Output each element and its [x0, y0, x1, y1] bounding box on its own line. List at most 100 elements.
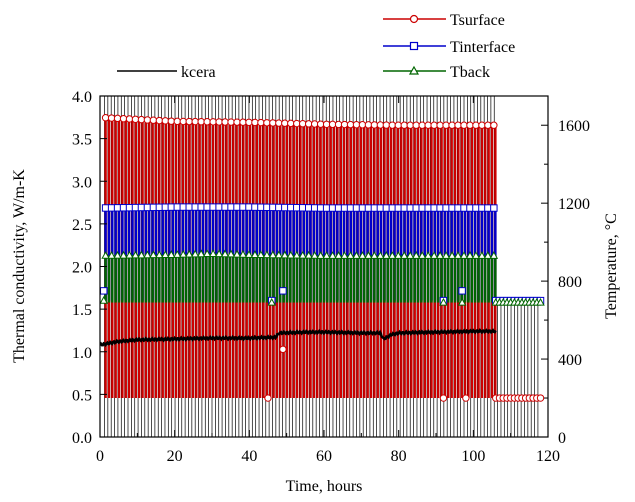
marker [279, 345, 287, 354]
marker [454, 204, 462, 212]
marker [221, 118, 229, 126]
marker [264, 394, 272, 402]
marker [346, 204, 355, 212]
marker [364, 204, 373, 212]
marker [208, 249, 218, 257]
marker [471, 251, 481, 259]
marker [316, 204, 325, 212]
marker [203, 203, 211, 211]
x-tick-label: 40 [241, 448, 257, 465]
marker [382, 251, 391, 259]
y-left-tick-label: 1.5 [72, 302, 92, 319]
legend-label-tback: Tback [450, 64, 490, 81]
marker [107, 204, 116, 212]
marker [197, 117, 205, 126]
marker [483, 251, 493, 259]
marker [424, 121, 432, 129]
marker [245, 118, 253, 127]
marker [287, 119, 295, 128]
y-left-tick-label: 0.5 [72, 387, 92, 404]
marker [388, 204, 397, 212]
marker [209, 118, 217, 126]
marker [346, 120, 355, 129]
marker [400, 251, 409, 259]
marker [478, 204, 486, 212]
marker [221, 203, 229, 211]
marker [334, 251, 343, 259]
marker [462, 394, 470, 402]
marker [293, 203, 301, 212]
marker [275, 119, 283, 127]
y-left-tick-label: 4.0 [72, 89, 92, 106]
marker [101, 204, 110, 212]
y-left-tick-label: 3.0 [72, 174, 92, 191]
marker [382, 204, 391, 212]
marker [275, 203, 283, 212]
marker [412, 204, 420, 212]
y-left-tick-label: 3.5 [72, 132, 92, 149]
marker [293, 119, 301, 128]
marker [460, 121, 468, 129]
marker [262, 250, 272, 259]
series-tback-cycles [104, 253, 497, 303]
marker [191, 117, 199, 126]
marker [179, 249, 188, 258]
marker [113, 250, 122, 259]
legend-item-tinterface: Tinterface [383, 39, 515, 56]
marker [304, 120, 313, 128]
marker [490, 204, 498, 212]
marker [406, 204, 414, 212]
marker [424, 204, 432, 212]
marker [196, 249, 206, 258]
x-axis-label: Time, hours [286, 478, 363, 495]
marker [119, 250, 128, 259]
marker [257, 203, 265, 211]
x-tick-label: 120 [536, 448, 560, 465]
marker [418, 121, 426, 129]
marker [149, 116, 158, 124]
marker [269, 119, 277, 127]
marker [458, 287, 466, 295]
marker [328, 120, 337, 129]
marker [227, 203, 235, 211]
marker [394, 121, 402, 129]
marker [439, 297, 448, 306]
marker [100, 295, 108, 304]
marker [334, 120, 343, 129]
marker [310, 251, 319, 259]
marker [161, 117, 170, 125]
x-tick-label: 0 [96, 448, 104, 465]
marker [388, 251, 397, 259]
y-left-tick-label: 2.5 [72, 217, 92, 234]
marker [256, 250, 266, 259]
marker [490, 121, 498, 129]
marker [287, 203, 295, 212]
marker [263, 119, 271, 127]
marker [125, 115, 134, 123]
marker [299, 204, 307, 212]
marker [439, 394, 448, 402]
marker [238, 250, 248, 258]
marker [304, 250, 313, 259]
marker [155, 250, 164, 259]
marker [281, 119, 289, 127]
marker [190, 249, 200, 258]
marker [179, 203, 187, 211]
marker [101, 251, 110, 259]
marker [245, 203, 253, 211]
marker [453, 251, 463, 259]
marker [167, 250, 176, 258]
marker [340, 251, 349, 259]
marker [161, 203, 170, 211]
marker [125, 250, 134, 259]
marker [441, 251, 451, 259]
marker [417, 251, 427, 259]
marker [173, 203, 181, 211]
marker [215, 203, 223, 211]
marker [448, 204, 456, 212]
x-tick-label: 100 [461, 448, 485, 465]
marker [352, 204, 361, 212]
marker [100, 287, 108, 295]
marker [167, 203, 176, 211]
x-tick-label: 20 [167, 448, 183, 465]
